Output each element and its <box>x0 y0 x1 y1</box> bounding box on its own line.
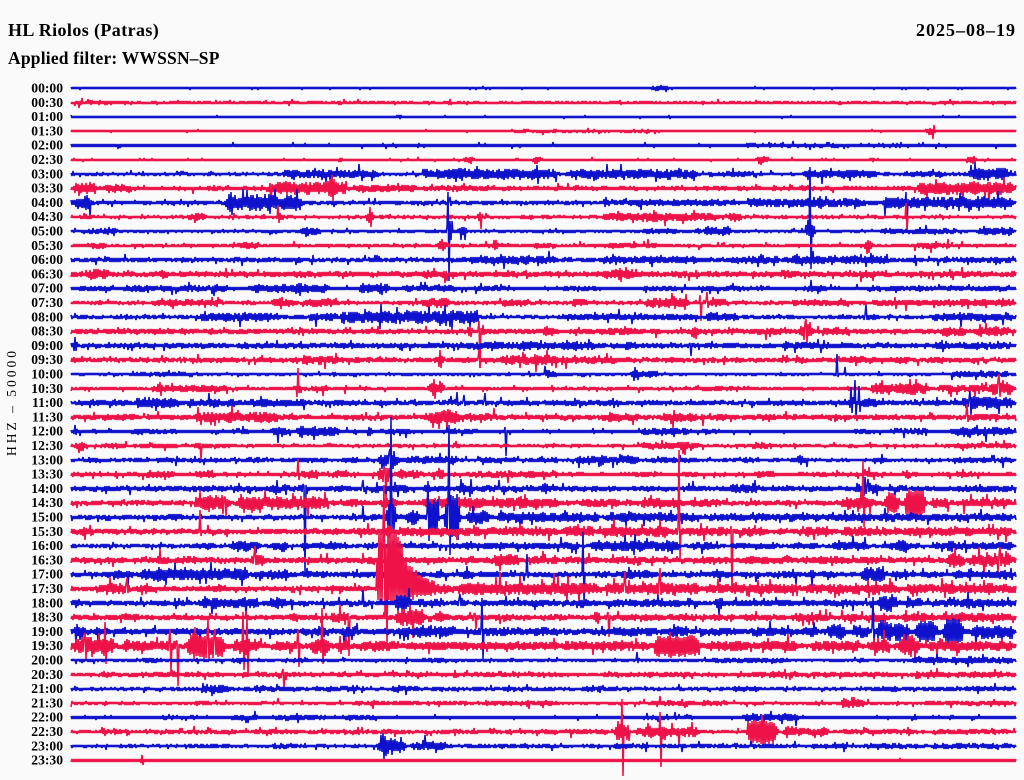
svg-text:05:30: 05:30 <box>31 238 63 253</box>
svg-text:15:30: 15:30 <box>31 524 63 539</box>
svg-text:23:30: 23:30 <box>31 753 63 768</box>
svg-text:20:00: 20:00 <box>31 653 63 668</box>
svg-text:02:30: 02:30 <box>31 152 63 167</box>
svg-text:16:30: 16:30 <box>31 552 63 567</box>
svg-text:23:00: 23:00 <box>31 738 63 753</box>
svg-text:10:00: 10:00 <box>31 367 63 382</box>
svg-text:11:00: 11:00 <box>32 395 63 410</box>
svg-text:18:00: 18:00 <box>31 595 63 610</box>
svg-text:01:30: 01:30 <box>31 123 63 138</box>
svg-text:05:00: 05:00 <box>31 224 63 239</box>
svg-text:04:30: 04:30 <box>31 209 63 224</box>
svg-text:22:30: 22:30 <box>31 724 63 739</box>
svg-text:04:00: 04:00 <box>31 195 63 210</box>
svg-text:13:00: 13:00 <box>31 452 63 467</box>
svg-text:21:00: 21:00 <box>31 681 63 696</box>
svg-text:19:00: 19:00 <box>31 624 63 639</box>
svg-text:09:00: 09:00 <box>31 338 63 353</box>
svg-text:00:00: 00:00 <box>31 81 63 96</box>
svg-text:03:00: 03:00 <box>31 166 63 181</box>
svg-text:07:30: 07:30 <box>31 295 63 310</box>
svg-text:20:30: 20:30 <box>31 667 63 682</box>
svg-text:06:30: 06:30 <box>31 266 63 281</box>
svg-text:14:30: 14:30 <box>31 495 63 510</box>
svg-text:08:30: 08:30 <box>31 324 63 339</box>
svg-text:00:30: 00:30 <box>31 95 63 110</box>
svg-text:10:30: 10:30 <box>31 381 63 396</box>
svg-text:17:00: 17:00 <box>31 567 63 582</box>
svg-text:HHZ – 50000: HHZ – 50000 <box>4 348 19 456</box>
svg-text:2025–08–19: 2025–08–19 <box>916 20 1016 40</box>
svg-text:01:00: 01:00 <box>31 109 63 124</box>
svg-text:11:30: 11:30 <box>32 409 63 424</box>
svg-text:18:30: 18:30 <box>31 610 63 625</box>
svg-text:07:00: 07:00 <box>31 281 63 296</box>
svg-text:02:00: 02:00 <box>31 138 63 153</box>
svg-text:03:30: 03:30 <box>31 181 63 196</box>
svg-text:14:00: 14:00 <box>31 481 63 496</box>
svg-text:17:30: 17:30 <box>31 581 63 596</box>
svg-text:16:00: 16:00 <box>31 538 63 553</box>
svg-text:HL Riolos (Patras): HL Riolos (Patras) <box>8 20 159 41</box>
svg-text:06:00: 06:00 <box>31 252 63 267</box>
svg-text:12:30: 12:30 <box>31 438 63 453</box>
svg-text:09:30: 09:30 <box>31 352 63 367</box>
svg-text:15:00: 15:00 <box>31 510 63 525</box>
svg-text:08:00: 08:00 <box>31 309 63 324</box>
svg-text:22:00: 22:00 <box>31 710 63 725</box>
svg-text:Applied filter: WWSSN–SP: Applied filter: WWSSN–SP <box>8 48 220 68</box>
svg-text:12:00: 12:00 <box>31 424 63 439</box>
svg-text:13:30: 13:30 <box>31 467 63 482</box>
svg-text:19:30: 19:30 <box>31 638 63 653</box>
svg-text:21:30: 21:30 <box>31 695 63 710</box>
